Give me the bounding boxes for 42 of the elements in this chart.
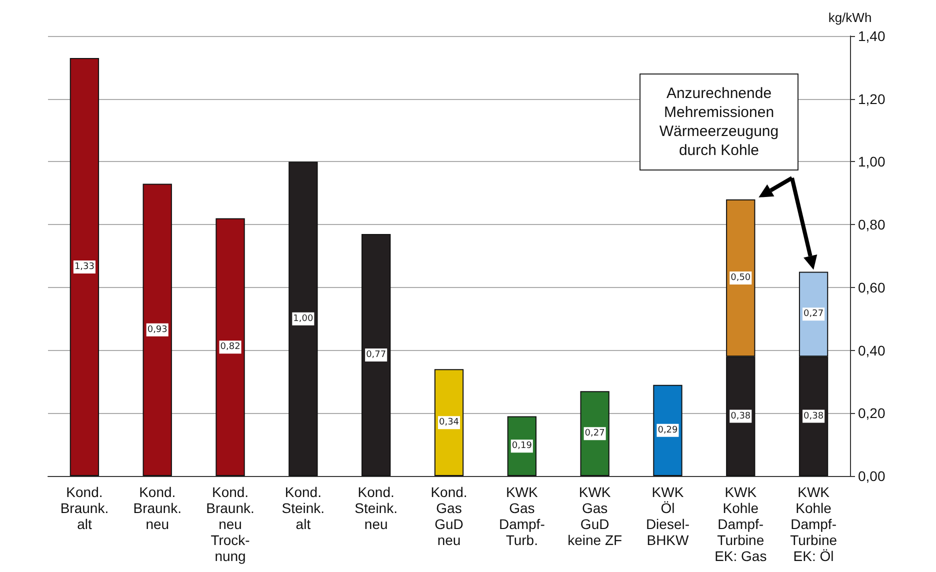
- x-tick-label: Kond. Steink. alt: [282, 484, 325, 532]
- annotation: Anzurechnende Mehremissionen Wärmeerzeugung durch Kohle: [659, 85, 779, 159]
- x-tick-label: Kond. Steink. neu: [354, 484, 398, 532]
- y-axis-title: kg/kWh: [828, 10, 872, 25]
- data-label: 0,34: [438, 418, 460, 428]
- data-label: 1,33: [74, 262, 94, 272]
- bar: [580, 391, 610, 476]
- x-tick-label: KWK Öl Diesel- BHKW: [646, 484, 690, 548]
- data-label: 0,38: [804, 411, 824, 422]
- bar: [653, 384, 682, 476]
- data-label: 0,93: [147, 324, 168, 335]
- data-label: 0,19: [512, 441, 532, 452]
- bar: [216, 218, 245, 476]
- y-tick-label: 0,20: [858, 405, 886, 422]
- y-tick-label: 0,00: [858, 468, 886, 484]
- y-tick-label: 0,80: [858, 216, 886, 233]
- x-tick-label: Kond. Braunk. neu: [133, 484, 182, 532]
- y-tick-label: 1,20: [858, 90, 886, 107]
- x-tick-label: Kond. Braunk. neu Trock- nung: [206, 484, 254, 564]
- bar: [288, 162, 318, 476]
- x-tick-label: KWK Kohle Dampf- Turbine EK: Gas: [714, 484, 767, 564]
- x-tick-label: KWK Kohle Dampf- Turbine EK: Öl: [790, 484, 838, 564]
- data-label: 0,82: [220, 342, 240, 352]
- bar: [434, 369, 464, 476]
- data-label: 0,27: [584, 428, 605, 439]
- data-label: 0,27: [804, 309, 824, 320]
- y-tick-label: 1,40: [858, 28, 886, 44]
- bar: [142, 184, 172, 476]
- y-tick-label: 1,00: [858, 154, 886, 170]
- x-tick-label: KWK Gas Dampf- Turb.: [498, 484, 546, 548]
- data-label: 1,00: [293, 314, 314, 324]
- bar: [362, 234, 391, 476]
- data-label: 0,29: [658, 425, 678, 436]
- x-tick-label: Kond. Braunk. alt: [60, 484, 109, 532]
- data-label: 0,77: [366, 350, 386, 360]
- y-tick-label: 0,40: [858, 342, 886, 358]
- data-label: 0,38: [730, 411, 751, 422]
- x-tick-label: KWK Gas GuD keine ZF: [568, 484, 622, 548]
- x-tick-label: Kond. Gas GuD neu: [430, 484, 468, 548]
- data-label: 0,50: [730, 273, 751, 283]
- bar: [70, 58, 100, 476]
- y-tick-label: 0,60: [858, 279, 886, 296]
